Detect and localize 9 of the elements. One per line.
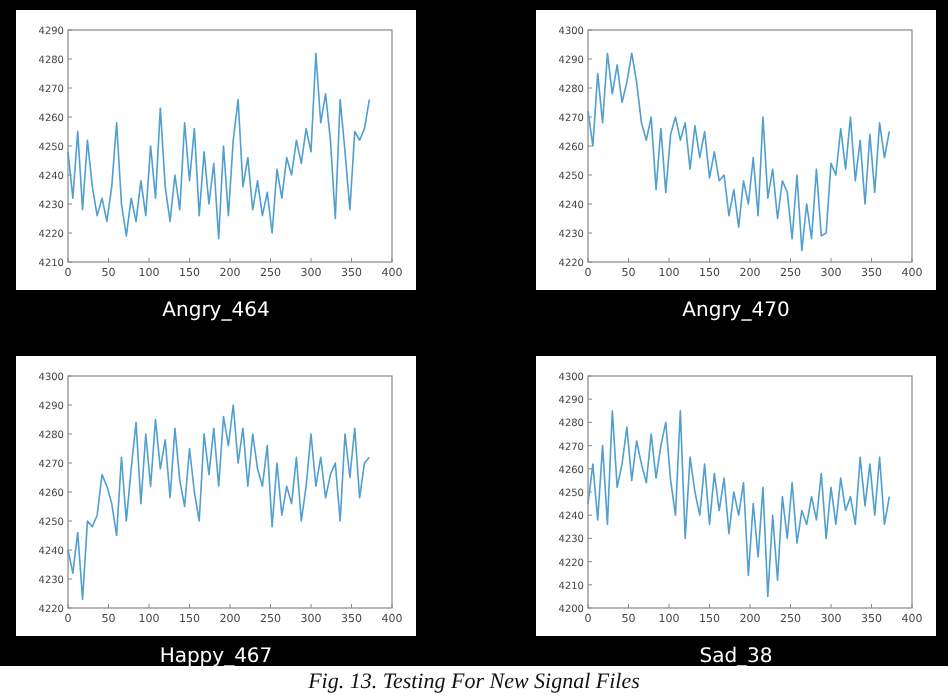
line-series (67, 52, 371, 240)
line-series (587, 410, 891, 598)
x-axis-title: Angry_464 (162, 300, 270, 322)
caption: Fig. 13. Testing For New Signal Files (306, 670, 640, 694)
x-axis-title: Angry_470 (682, 300, 790, 322)
x-axis-title: Sad_38 (699, 646, 773, 668)
line-series (587, 52, 891, 252)
x-axis-title: Happy_467 (159, 646, 273, 668)
line-series (67, 404, 371, 601)
